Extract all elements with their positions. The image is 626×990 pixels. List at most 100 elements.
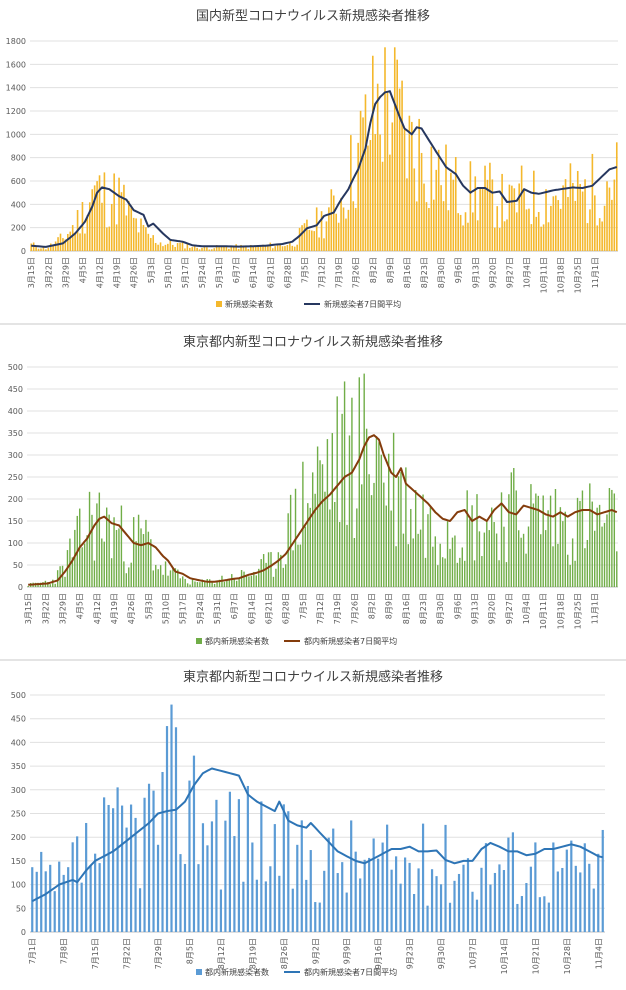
bar (496, 206, 499, 251)
bar (328, 207, 330, 251)
bar (326, 439, 329, 587)
bar (471, 505, 473, 587)
bar (611, 199, 613, 251)
bar (572, 182, 574, 251)
bar (428, 208, 430, 251)
bar (281, 246, 284, 251)
bar (410, 508, 412, 587)
bar (47, 247, 50, 251)
chart-title: 東京都内新型コロナウイルス新規感染者推移 (183, 334, 443, 350)
x-tick-label: 10月14日 (500, 938, 509, 974)
x-tick-label: 7月19日 (335, 257, 344, 288)
bar (154, 242, 157, 251)
bar (495, 533, 498, 587)
bar (529, 866, 532, 932)
bar (44, 871, 47, 932)
x-tick-label: 3月15日 (27, 257, 36, 288)
x-tick-label: 5月10日 (162, 593, 171, 624)
legend-line-label: 都内新規感染者7日間平均 (304, 967, 397, 977)
bar (444, 824, 447, 932)
x-tick-label: 10月28日 (563, 938, 572, 974)
x-tick-label: 7月5日 (299, 593, 308, 619)
bar (88, 202, 91, 251)
bar (120, 805, 124, 932)
bar (486, 179, 489, 251)
bar (316, 446, 319, 587)
y-tick-label: 50 (13, 561, 23, 570)
bar (157, 244, 159, 251)
bar (174, 727, 178, 932)
bar (412, 893, 416, 932)
bar (74, 529, 76, 587)
y-tick-label: 500 (11, 691, 26, 700)
national-chart-panel: 国内新型コロナウイルス新規感染者推移 0 200 400 600 800 1000 1200 1… (6, 8, 618, 309)
bar (71, 557, 74, 587)
bar (128, 567, 130, 587)
bar (425, 202, 428, 251)
bar (255, 575, 257, 587)
x-tick-label: 8月12日 (217, 938, 226, 969)
bar (567, 197, 569, 251)
bar (466, 490, 468, 587)
x-tick-label: 5月17日 (181, 257, 190, 288)
bar (170, 704, 173, 932)
bar (300, 820, 303, 932)
bar (533, 170, 535, 251)
bar (603, 205, 606, 251)
bar (137, 232, 140, 251)
bar (252, 246, 255, 251)
bar (35, 247, 37, 251)
bar (434, 536, 437, 587)
bar (199, 582, 201, 587)
x-tick-label: 8月26日 (280, 938, 289, 969)
y-tick-label: 1400 (6, 84, 26, 93)
bar (377, 858, 380, 932)
bar (350, 135, 352, 251)
bar (287, 811, 290, 932)
bar (135, 541, 137, 587)
bar (336, 873, 339, 932)
bar (213, 583, 216, 587)
bar (296, 844, 299, 932)
bar (189, 247, 191, 251)
bar (76, 836, 79, 932)
bar (554, 489, 557, 587)
x-tick-label: 8月5日 (185, 938, 194, 964)
bar (365, 428, 368, 587)
bar (385, 505, 387, 587)
bar (298, 227, 301, 251)
bar (403, 857, 407, 932)
bar (193, 244, 196, 251)
y-tick-label: 100 (8, 539, 23, 548)
bar (535, 493, 537, 587)
bar (307, 503, 309, 587)
x-tick-label: 7月12日 (316, 593, 325, 624)
bar (112, 808, 115, 932)
bar (253, 571, 255, 587)
x-tick-label: 6月14日 (249, 257, 258, 288)
bar (527, 526, 530, 587)
bar (384, 47, 386, 251)
bar (303, 223, 306, 251)
bar (351, 397, 353, 587)
bar (103, 172, 106, 251)
bar (363, 373, 365, 587)
bar (169, 570, 172, 587)
bar (81, 202, 84, 251)
bar (552, 546, 554, 587)
bar (390, 869, 393, 932)
bar (338, 522, 341, 587)
bar (420, 152, 423, 251)
bar (113, 517, 115, 587)
x-tick-label: 7月1日 (28, 938, 37, 964)
bar (383, 482, 385, 587)
bar (454, 157, 457, 251)
bar (597, 853, 600, 932)
bar (245, 575, 248, 587)
bar (211, 582, 213, 587)
bar (569, 163, 572, 251)
bar (292, 550, 294, 587)
x-tick-label: 9月16日 (374, 938, 383, 969)
bar (314, 493, 316, 587)
bar (140, 218, 142, 251)
